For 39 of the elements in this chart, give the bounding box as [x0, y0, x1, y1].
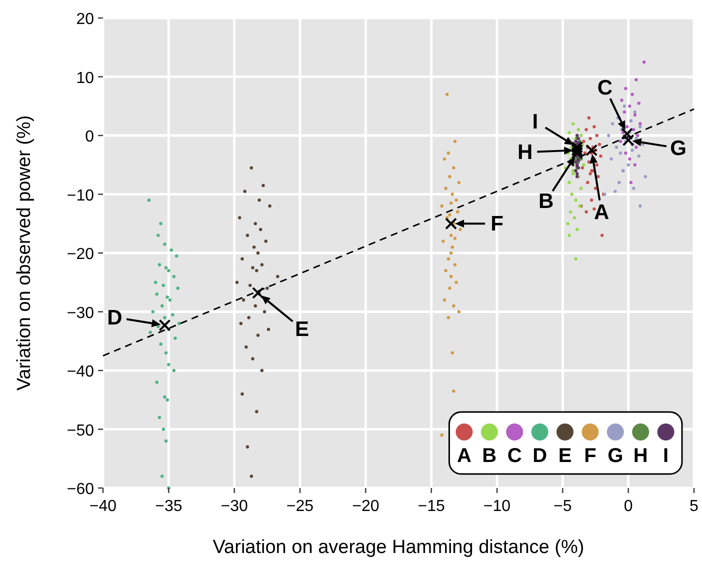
y-tick-label: −50	[66, 422, 94, 440]
annotation: H	[518, 141, 533, 164]
legend-label: D	[532, 445, 548, 467]
y-tick-label: −40	[66, 364, 94, 380]
x-tick-label: −10	[483, 498, 511, 515]
legend-label: E	[558, 445, 572, 467]
legend-label: A	[456, 445, 472, 467]
x-tick-label: −40	[89, 498, 117, 515]
annotation: E	[294, 318, 309, 341]
annotation: D	[107, 306, 122, 330]
y-axis-title: Variation on observed power (%)	[14, 115, 35, 391]
x-tick-label: −35	[155, 498, 182, 515]
x-tick-label: −25	[286, 498, 314, 515]
legend-label: G	[608, 445, 624, 467]
annotation: A	[594, 201, 610, 224]
annotation: I	[532, 110, 538, 134]
x-tick-label: −5	[554, 498, 572, 515]
x-tick-label: −20	[352, 498, 380, 515]
annotation: C	[597, 76, 613, 100]
x-tick-label: −15	[418, 498, 446, 515]
legend-label: B	[482, 445, 497, 467]
x-axis-title: Variation on average Hamming distance (%)	[212, 537, 584, 558]
y-tick-label: −30	[66, 304, 94, 322]
annotation: B	[538, 190, 554, 214]
y-tick-label: −60	[66, 481, 94, 498]
y-tick-label: 0	[85, 128, 94, 146]
y-tick-label: 10	[76, 70, 94, 87]
x-tick-label: 5	[690, 498, 699, 515]
y-tick-label: −10	[66, 187, 94, 204]
legend-label: H	[633, 445, 648, 467]
y-tick-label: 20	[76, 11, 94, 28]
x-tick-label: 0	[624, 498, 633, 515]
x-tick-label: −30	[220, 498, 248, 515]
legend-label: I	[663, 445, 669, 467]
legend-label: C	[507, 445, 522, 467]
annotation: G	[670, 137, 687, 160]
annotation: F	[490, 212, 504, 236]
legend-label: F	[584, 445, 596, 467]
y-tick-label: −20	[66, 246, 94, 263]
